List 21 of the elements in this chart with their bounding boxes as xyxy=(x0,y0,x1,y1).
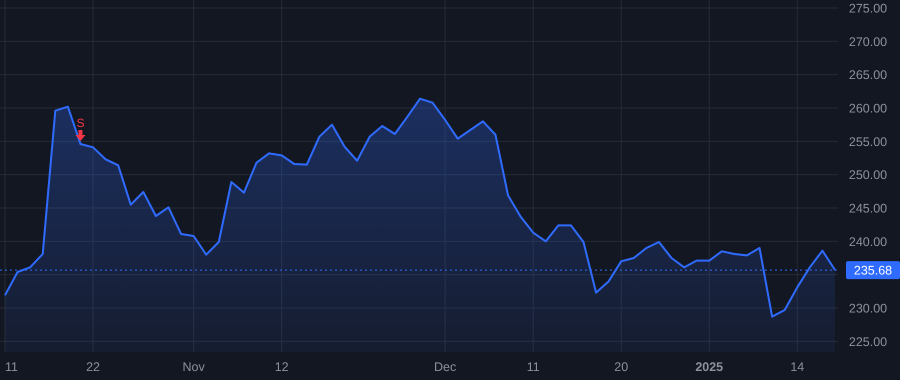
x-tick-label: Nov xyxy=(182,360,206,374)
y-tick-label: 270.00 xyxy=(848,34,888,49)
x-tick-label: 2025 xyxy=(695,360,724,374)
x-tick-label: 12 xyxy=(274,360,289,374)
y-tick-label: 275.00 xyxy=(848,2,888,16)
y-tick-label: 245.00 xyxy=(848,202,888,216)
x-tick-label: 20 xyxy=(614,360,628,374)
y-tick-label: 230.00 xyxy=(848,302,888,316)
x-tick-label: 14 xyxy=(790,360,804,374)
y-tick-label: 260.00 xyxy=(848,102,888,116)
y-tick-label: 225.00 xyxy=(848,334,888,349)
x-tick-label: 22 xyxy=(86,360,100,374)
y-tick-label: 240.00 xyxy=(848,234,888,249)
y-tick-label: 255.00 xyxy=(848,134,888,149)
annotation: S xyxy=(76,116,84,130)
x-tick-label: 11 xyxy=(5,360,18,374)
x-tick-label: Dec xyxy=(434,360,456,374)
y-tick-label: 265.00 xyxy=(848,68,888,82)
y-tick-label: 250.00 xyxy=(848,168,888,182)
x-tick-label: 11 xyxy=(526,360,540,374)
ref-line-label: 235.68 xyxy=(854,264,892,278)
